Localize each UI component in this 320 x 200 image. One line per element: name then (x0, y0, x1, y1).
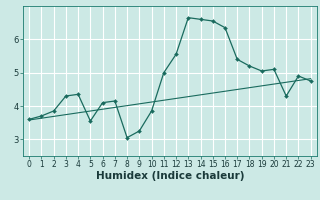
X-axis label: Humidex (Indice chaleur): Humidex (Indice chaleur) (96, 171, 244, 181)
